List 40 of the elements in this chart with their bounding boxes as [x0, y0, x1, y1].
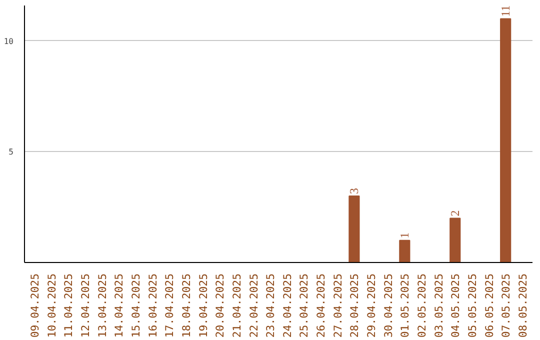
- x-tick-label: 18.04.2025: [180, 274, 193, 338]
- x-tick-label: 16.04.2025: [146, 274, 160, 338]
- y-tick-label: 10: [4, 36, 14, 46]
- x-tick-label: 15.04.2025: [130, 274, 143, 338]
- x-tick-label: 10.04.2025: [45, 274, 58, 338]
- x-tick-label: 08.05.2025: [516, 274, 530, 338]
- x-tick-label: 03.05.2025: [432, 274, 446, 338]
- x-tick-label: 17.04.2025: [163, 274, 176, 338]
- x-tick-label: 28.04.2025: [348, 274, 362, 338]
- data-label: 3: [347, 188, 362, 194]
- x-tick-label: 13.04.2025: [96, 274, 109, 338]
- bar: [399, 240, 410, 262]
- x-tick-label: 29.04.2025: [365, 274, 378, 338]
- x-tick-label: 19.04.2025: [196, 274, 210, 338]
- x-tick-label: 23.04.2025: [264, 274, 278, 338]
- x-tick-label: 05.05.2025: [466, 274, 479, 338]
- x-tick-label: 06.05.2025: [482, 274, 496, 338]
- data-label: 1: [398, 232, 412, 238]
- x-tick-label: 26.04.2025: [314, 274, 328, 338]
- bar: [348, 196, 360, 262]
- x-tick-label: 20.04.2025: [214, 274, 227, 338]
- x-tick-label: 24.04.2025: [280, 274, 294, 338]
- x-tick-label: 02.05.2025: [415, 274, 428, 338]
- data-label: 2: [448, 210, 462, 216]
- data-label: 11: [498, 5, 513, 17]
- x-tick-label: 25.04.2025: [298, 274, 311, 338]
- x-tick-label: 07.05.2025: [500, 274, 513, 338]
- x-tick-label: 30.04.2025: [382, 274, 395, 338]
- x-tick-label: 12.04.2025: [79, 274, 92, 338]
- bar: [450, 218, 461, 262]
- x-tick-label: 01.05.2025: [398, 274, 412, 338]
- x-tick-label: 22.04.2025: [247, 274, 260, 338]
- x-tick-label: 04.05.2025: [449, 274, 462, 338]
- x-tick-label: 11.04.2025: [62, 274, 76, 338]
- bar: [500, 18, 512, 262]
- x-tick-label: 21.04.2025: [230, 274, 244, 338]
- x-tick-label: 09.04.2025: [28, 274, 42, 338]
- x-tick-label: 14.04.2025: [112, 274, 126, 338]
- x-tick-label: 27.04.2025: [331, 274, 344, 338]
- y-tick-label: 5: [8, 148, 14, 157]
